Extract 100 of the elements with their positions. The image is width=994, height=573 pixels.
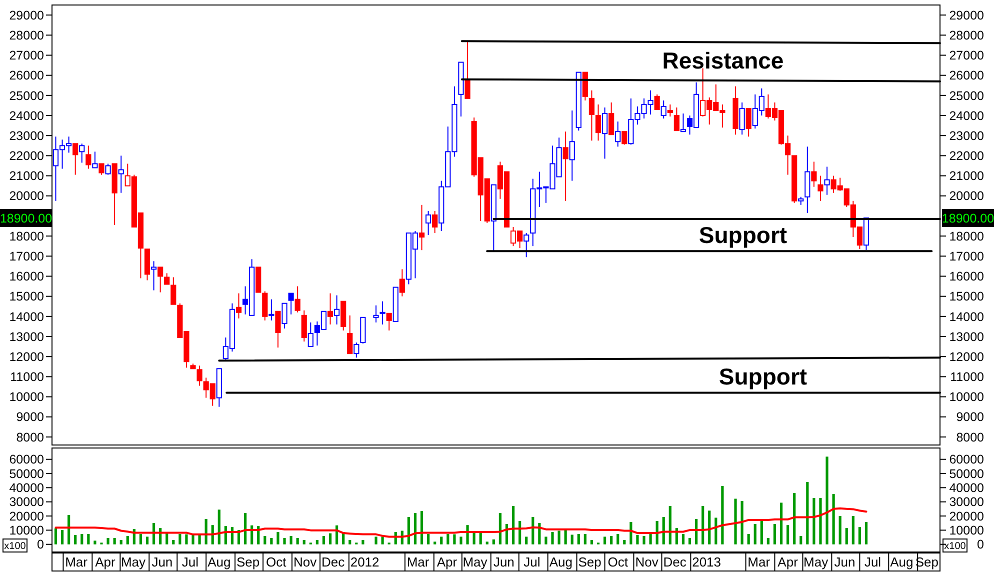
x-tick-label: Mar <box>748 554 771 570</box>
bar <box>845 528 848 544</box>
bar <box>486 542 488 544</box>
bar <box>178 534 182 544</box>
x-tick-label: Oct <box>266 554 287 570</box>
x-tick-label: Apr <box>436 554 458 570</box>
x-tick-label: May <box>120 554 146 570</box>
candlestick <box>150 260 157 291</box>
candlestick <box>667 104 673 118</box>
bar <box>126 536 129 544</box>
candlestick <box>301 310 307 342</box>
bar <box>852 516 854 544</box>
y-tick-label: 50000 <box>9 466 44 481</box>
candlestick <box>660 100 666 120</box>
candlestick <box>654 94 660 110</box>
candlestick <box>386 312 392 331</box>
bar <box>440 536 443 544</box>
y2-tick-label: 30000 <box>949 495 984 510</box>
bar <box>544 536 548 544</box>
text: 18900.00 <box>942 211 994 226</box>
y-axis-title: x100 <box>4 541 26 552</box>
y-tick-label: 16000 <box>9 270 44 284</box>
bar <box>642 536 646 544</box>
y-tick-label: 24000 <box>9 108 44 123</box>
candlestick <box>268 298 274 321</box>
bar <box>577 534 580 544</box>
y2-tick-label: 60000 <box>949 452 984 467</box>
candlestick <box>92 151 98 168</box>
y-tick-label: 18000 <box>9 229 44 244</box>
bar <box>702 506 704 544</box>
bar <box>832 494 835 544</box>
bar <box>649 534 652 544</box>
x-tick-label: Aug <box>208 554 231 570</box>
y-tick-label: 22000 <box>9 149 44 164</box>
bar <box>328 533 332 544</box>
y-tick-label: 60000 <box>9 452 44 467</box>
candlestick <box>674 106 680 132</box>
candlestick <box>86 145 92 170</box>
candlestick <box>622 131 628 146</box>
bar <box>264 536 266 544</box>
bar <box>270 538 273 544</box>
candlestick <box>275 310 281 348</box>
y2-tick-label: 11000 <box>950 370 984 384</box>
bar <box>276 532 280 544</box>
x-tick-label: Nov <box>635 554 659 570</box>
x-tick-label: May <box>462 554 488 570</box>
bar <box>584 534 586 544</box>
candlestick <box>818 175 824 202</box>
x-tick-label: Sep <box>578 554 602 570</box>
bar <box>106 538 110 544</box>
y-tick-label: 21000 <box>9 169 44 184</box>
bar <box>668 506 672 544</box>
y2-tick-label: 27000 <box>949 48 984 63</box>
candlestick <box>426 210 432 236</box>
x-tick-label: Mar <box>406 554 430 570</box>
y2-tick-label: 12000 <box>949 350 984 364</box>
bar <box>498 513 502 544</box>
bar <box>120 540 122 544</box>
bar <box>420 511 424 544</box>
bar <box>662 517 665 544</box>
y-tick-label: 13000 <box>9 330 44 344</box>
bar <box>564 530 567 544</box>
x-tick-label: Sep <box>236 554 260 570</box>
y2-tick-label: 26000 <box>949 68 984 83</box>
line-series <box>54 507 868 538</box>
bar <box>754 524 756 544</box>
bar <box>838 516 842 544</box>
bar <box>218 510 220 544</box>
x-tick-label: Jul <box>182 554 199 570</box>
x-tick-label: Jun <box>834 554 856 570</box>
y-tick-label: 10000 <box>9 524 44 538</box>
candlestick <box>373 304 379 323</box>
y2-tick-label: 28000 <box>949 28 984 43</box>
candlestick <box>236 292 242 319</box>
bar <box>688 538 692 544</box>
bar <box>551 532 554 544</box>
candlestick <box>824 166 830 196</box>
bar <box>434 542 436 544</box>
candlestick <box>524 232 530 258</box>
bar <box>793 493 796 544</box>
y2-axis-title: x100 <box>944 541 966 552</box>
bar <box>283 538 286 544</box>
bar <box>610 536 613 544</box>
annotation: Resistance <box>662 47 784 74</box>
bar <box>603 536 606 544</box>
bar <box>479 532 482 544</box>
bar <box>172 540 175 544</box>
candlestick <box>262 290 268 321</box>
bar <box>864 522 868 544</box>
candlestick <box>164 272 170 285</box>
y2-tick-label: 20000 <box>949 189 984 204</box>
x-tick-label: Jun <box>493 554 514 570</box>
bar <box>316 540 318 544</box>
y-tick-label: 14000 <box>9 310 44 324</box>
bar <box>734 498 737 544</box>
bar <box>166 533 168 544</box>
bar <box>558 530 560 544</box>
y2-tick-label: 21000 <box>949 169 984 184</box>
y2-tick-label: 14000 <box>949 310 984 324</box>
y2-tick-label: 18000 <box>949 229 984 244</box>
